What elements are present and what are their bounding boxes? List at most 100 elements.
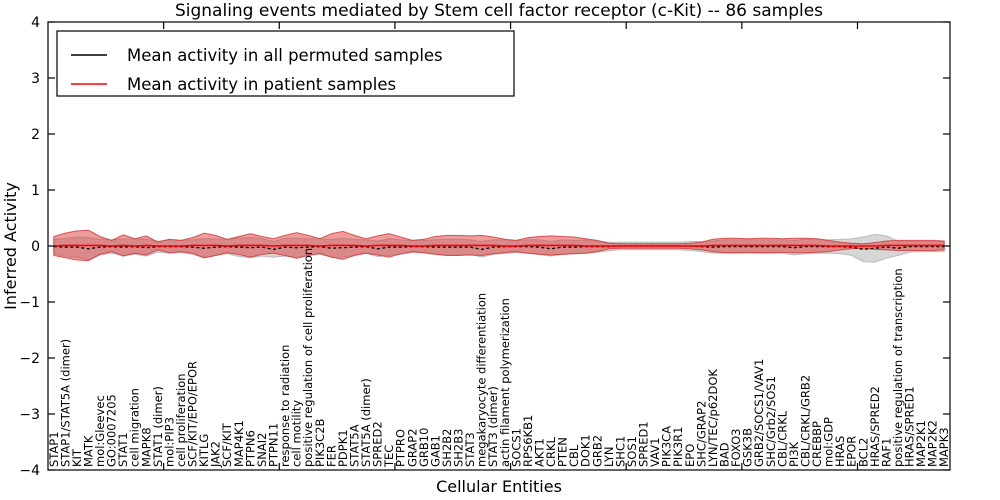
legend-label-patient: Mean activity in patient samples [127,75,396,94]
entity-label: response to radiation [278,345,292,467]
entity-label: PI3K [787,441,801,467]
entity-label: MATK [81,435,95,467]
entity-label: SH2B2 [440,429,454,467]
entity-label: SHC1 [613,436,627,467]
entity-label: SCF/KIT [220,422,234,467]
entity-label: STAT3 [463,432,477,467]
axes-frame [47,21,951,471]
entity-label: AKT1 [532,438,546,467]
entity-label: cell motility [290,400,304,467]
entity-label: GRAP2 [405,428,419,467]
entity-label: BAD [718,442,732,467]
entity-label: EPO [683,444,697,467]
entity-label: STAT1 (dimer) [151,386,165,467]
entity-label: TEC [382,445,396,468]
entity-label: STAP1/STAT5A (dimer) [58,339,72,467]
entity-label: GRB10 [417,428,431,467]
entity-label: positive regulation of transcription [891,268,905,467]
entity-label: MAP4K1 [232,420,246,467]
entity-label: CRKL [544,436,558,467]
entity-label: SOS1 [625,436,639,467]
entity-label: KIT [70,448,84,467]
entity-label: SHC/GRAP2 [694,401,708,467]
entity-label: megakaryocyte differentiation [475,293,489,467]
entity-label: MAP2K1 [914,420,928,467]
entity-label: STAT5A (dimer) [359,378,373,467]
legend-label-permuted: Mean activity in all permuted samples [127,46,443,65]
permuted-mean-line [53,245,945,251]
entity-label: PTEN [556,437,570,467]
entity-label: PTPN6 [243,430,257,467]
entity-label: PIK3CA [660,426,674,467]
entity-label: HRAS [833,436,847,467]
entity-label: SNAI2 [255,433,269,467]
entity-label: KITLG [197,434,211,467]
entity-label: FER [324,445,338,467]
entity-label: MAP2K2 [926,420,940,467]
entity-label: MAPK3 [937,427,951,467]
y-tick-label: 2 [31,127,40,143]
entity-label: positive regulation of cell proliferatio… [301,248,315,467]
y-tick-label: 4 [31,15,40,31]
y-axis-title: Inferred Activity [1,182,20,310]
entity-label: GO:0007205 [105,394,119,467]
y-tick-label: 1 [31,183,40,199]
entity-label: BCL2 [856,438,870,467]
entity-label: MAPK8 [139,427,153,467]
entity-label: HRAS/SPRED2 [868,386,882,467]
y-tick-label: −4 [19,463,40,479]
entity-label: CBL [567,444,581,467]
y-tick-label: 0 [31,239,40,255]
entity-label: CREBBP [810,421,824,467]
y-tick-label: −3 [19,407,40,423]
entity-label: mol:Gleevec [93,395,107,467]
x-axis-title: Cellular Entities [436,477,562,496]
entity-label: RPS6KB1 [521,415,535,467]
entity-label: GRB2/SOCS1/VAV1 [752,359,766,467]
entity-label: STAT5A [347,424,361,467]
entity-label: PIK3R1 [671,427,685,468]
entity-label: PDPK1 [336,429,350,467]
entity-label: FOXO3 [729,429,743,467]
y-tick-label: −1 [19,295,40,311]
entity-label: actin filament polymerization [498,298,512,467]
entity-label: mol:GDP [822,417,836,467]
entity-label: DOK1 [579,434,593,467]
entity-label: GSK3B [741,428,755,467]
entity-label: STAP1 [47,431,61,467]
entity-label: LYN/TEC/p62DOK [706,369,720,467]
entity-label: PTPN11 [267,423,281,467]
entity-label: JAK2 [209,441,223,468]
entity-label: SHC/Grb2/SOS1 [764,376,778,467]
entity-label: SH2B3 [452,429,466,467]
entity-label: PIK3C2B [313,418,327,467]
entity-label: VAV1 [648,438,662,467]
entity-label: HRAS/SPRED1 [903,386,917,467]
y-tick-label: 3 [31,71,40,87]
y-tick-label: −2 [19,351,40,367]
entity-label: SOCS1 [509,428,523,467]
entity-label: CBL/CRKL/GRB2 [798,375,812,467]
entity-label: SCF/KIT/EPO/EPOR [186,361,200,467]
entity-label: RAF1 [879,438,893,467]
entity-label: cell migration [128,388,142,467]
entity-label: PTPRO [394,429,408,467]
entity-label: cell proliferation [174,373,188,467]
entity-label: STAT1 [116,432,130,467]
legend: Mean activity in all permuted samples Me… [56,30,515,97]
entity-label: GAB1 [428,435,442,467]
patient-mean-line [53,244,945,247]
entity-label: CBL/CRKL [775,410,789,467]
entity-label: EPOR [845,436,859,467]
entity-label: LYN [602,446,616,467]
entity-label: STAT3 (dimer) [486,386,500,467]
entity-label: mol:PIP3 [162,417,176,467]
legend-frame [56,30,515,97]
chart-title: Signaling events mediated by Stem cell f… [175,1,823,21]
entity-label: SPRED1 [637,421,651,467]
entity-label: SPRED2 [371,421,385,467]
entity-label: GRB2 [590,435,604,467]
